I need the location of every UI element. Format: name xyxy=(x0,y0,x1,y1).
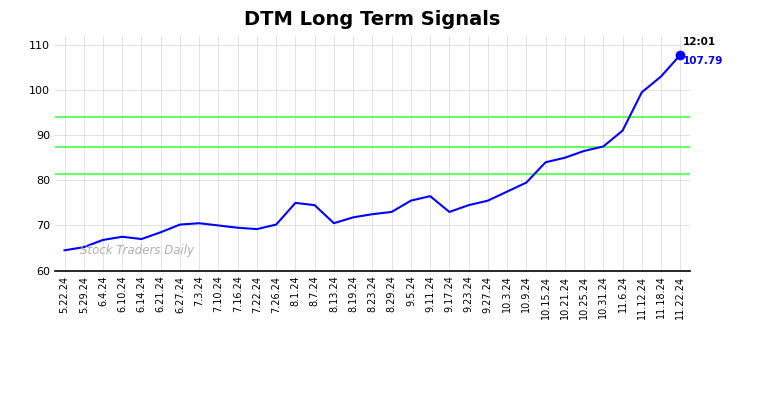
Text: 107.79: 107.79 xyxy=(683,56,724,66)
Text: 12:01: 12:01 xyxy=(683,37,717,47)
Title: DTM Long Term Signals: DTM Long Term Signals xyxy=(244,10,501,29)
Text: Stock Traders Daily: Stock Traders Daily xyxy=(80,244,194,257)
